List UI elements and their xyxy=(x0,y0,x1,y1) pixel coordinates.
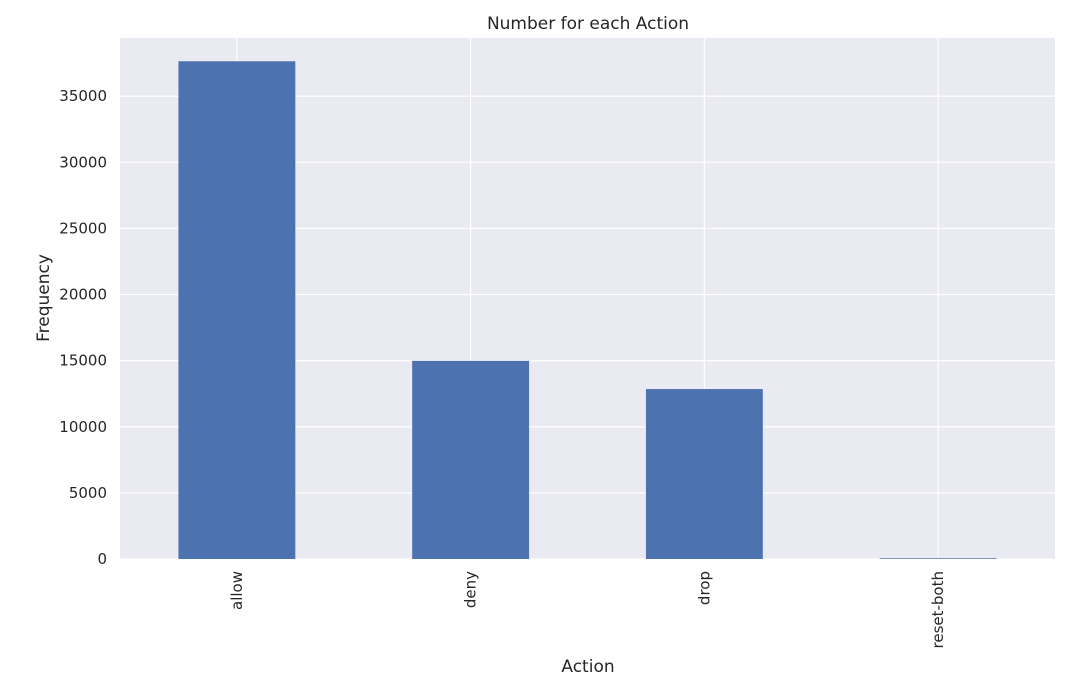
y-tick-label: 0 xyxy=(97,550,107,568)
bar-drop xyxy=(645,389,763,559)
y-axis-label: Frequency xyxy=(34,254,54,342)
y-tick-label: 5000 xyxy=(69,484,107,502)
y-tick-label: 20000 xyxy=(59,286,107,304)
y-axis-ticks: 0 5000 10000 15000 20000 25000 30000 35000 xyxy=(59,87,107,568)
chart-title: Number for each Action xyxy=(487,14,689,34)
bar-reset-both xyxy=(879,558,997,559)
x-tick-label: deny xyxy=(462,571,480,608)
x-tick-label: allow xyxy=(228,571,246,610)
bar-allow xyxy=(178,61,296,559)
x-axis-label: Action xyxy=(561,657,614,677)
bars xyxy=(178,61,997,559)
x-axis-ticks: allow deny drop reset-both xyxy=(228,571,947,649)
y-tick-label: 35000 xyxy=(59,87,107,105)
x-tick-label: drop xyxy=(695,571,713,605)
y-tick-label: 30000 xyxy=(59,153,107,171)
y-tick-label: 15000 xyxy=(59,352,107,370)
y-tick-label: 25000 xyxy=(59,219,107,237)
x-tick-label: reset-both xyxy=(929,571,947,649)
y-tick-label: 10000 xyxy=(59,418,107,436)
bar-deny xyxy=(412,360,530,559)
